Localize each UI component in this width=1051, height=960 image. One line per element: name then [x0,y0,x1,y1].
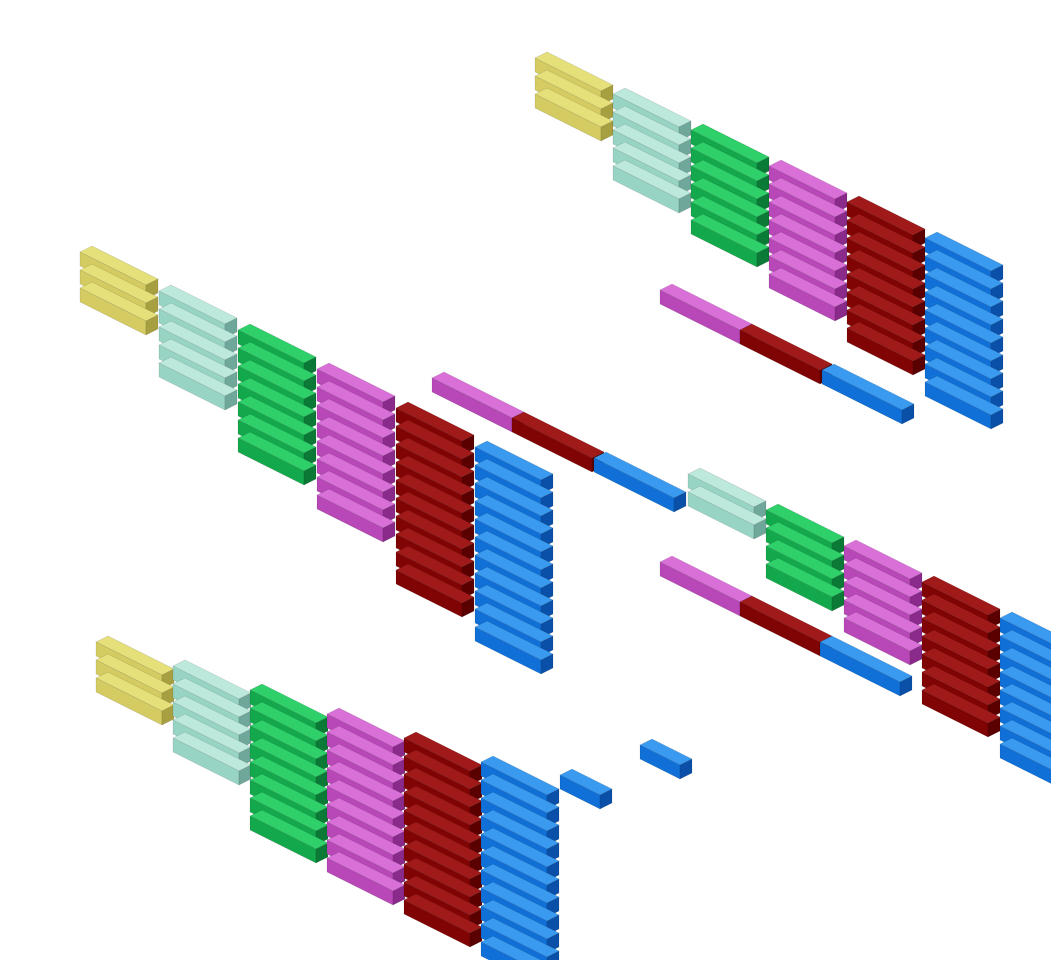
slat-end [238,764,252,786]
slat-front [480,923,548,960]
slat-end [224,389,238,411]
slat-front [999,743,1051,784]
slat-end [161,704,175,726]
slat-end [540,653,554,675]
slat-front [480,941,518,960]
slat-end [382,521,396,543]
slat-end [990,408,1004,430]
slat-end [899,675,913,697]
slat-end [461,596,475,618]
slat-top [480,935,542,960]
slat-end [469,926,483,948]
slat-end [673,491,687,513]
slat-end [546,950,560,960]
slat-end [392,884,406,906]
slat-end [145,314,159,336]
slat-end [679,758,693,780]
slat-end [901,403,915,425]
slat-end [315,842,329,864]
slat-end [303,464,317,486]
slat-end [599,788,613,810]
